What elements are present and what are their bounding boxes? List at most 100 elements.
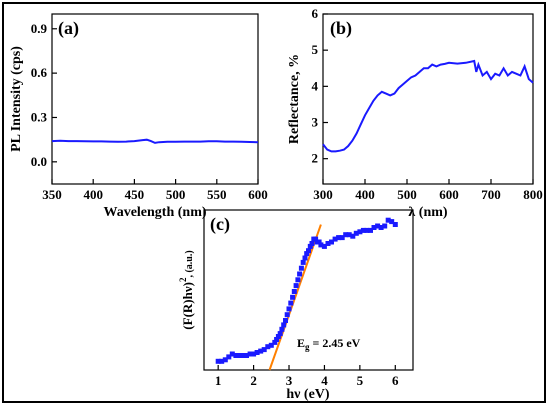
x-tick-label: 350 <box>42 187 62 202</box>
plot-area-b <box>322 13 534 185</box>
data-point <box>277 331 283 337</box>
data-point <box>222 357 228 363</box>
x-tick-label: 5 <box>357 373 364 388</box>
data-point <box>286 306 292 312</box>
data-point <box>385 217 391 223</box>
data-point <box>357 229 363 235</box>
data-point <box>261 347 267 353</box>
data-point <box>291 289 297 294</box>
x-axis-label-b: λ (nm) <box>408 205 447 220</box>
data-point <box>378 225 384 230</box>
data-point <box>275 334 281 339</box>
y-tick-label: 0.3 <box>31 109 48 124</box>
data-point <box>244 353 249 358</box>
x-tick-label: 700 <box>481 187 501 202</box>
data-point <box>226 354 232 360</box>
data-point <box>321 243 327 249</box>
data-point <box>304 251 310 257</box>
data-point <box>251 351 257 357</box>
data-point <box>313 236 319 242</box>
y-tick-label: 0.9 <box>31 21 48 36</box>
data-point <box>375 223 381 229</box>
x-tick-label: 550 <box>207 187 227 202</box>
data-point <box>240 353 246 358</box>
data-point <box>233 353 239 358</box>
data-point <box>288 300 294 306</box>
panel-label-c: (c) <box>210 214 230 235</box>
data-point <box>279 326 285 332</box>
data-point <box>281 322 287 328</box>
data-point <box>368 227 373 233</box>
data-point <box>336 235 342 241</box>
data-point <box>297 271 303 277</box>
data-point <box>353 230 359 236</box>
data-point <box>293 283 299 289</box>
data-point <box>371 225 377 230</box>
data-point <box>258 348 264 354</box>
data-point <box>389 219 395 225</box>
plot-area-a <box>51 13 259 185</box>
x-tick-label: 800 <box>523 187 543 202</box>
data-point <box>332 236 338 242</box>
x-tick-label: 4 <box>321 373 328 388</box>
y-tick-label: 0.6 <box>31 65 48 80</box>
x-tick-label: 1 <box>215 373 222 388</box>
data-point <box>350 233 356 239</box>
x-tick-label: 6 <box>392 373 399 388</box>
panel-a: (a) 350 400 450 500 550 600 0.0 0.3 0.6 0.9 Wavel… <box>9 13 268 220</box>
data-point <box>360 227 366 233</box>
data-point <box>364 227 370 233</box>
x-tick-label: 400 <box>355 187 375 202</box>
x-axis-label-a: Wavelength (nm) <box>103 205 206 220</box>
data-point <box>272 339 278 345</box>
data-point <box>247 351 253 357</box>
panel-c: (c) 1 2 3 4 5 6 Eg = 2.45 eV hν (eV) (F(R)hν)… <box>178 209 414 402</box>
data-point <box>290 294 296 300</box>
ticks-c: 1 2 3 4 5 6 <box>215 365 399 388</box>
data-point <box>302 255 308 261</box>
x-tick-label: 2 <box>250 373 257 388</box>
data-point <box>382 223 388 229</box>
y-axis-label-b: Reflectance, % <box>287 54 302 144</box>
plot-area-c <box>203 209 414 371</box>
data-point <box>316 239 322 245</box>
data-point <box>254 350 260 355</box>
ticks-a: 350 400 450 500 550 600 0.0 0.3 0.6 0.9 <box>31 21 268 202</box>
x-tick-label: 300 <box>313 187 333 202</box>
figure-frame <box>2 2 546 403</box>
x-tick-label: 600 <box>439 187 459 202</box>
data-point <box>284 312 290 318</box>
data-point <box>343 232 349 238</box>
data-point <box>298 265 304 271</box>
data-point <box>346 232 352 238</box>
data-point <box>325 241 331 246</box>
y-tick-label: 6 <box>312 6 319 21</box>
data-point <box>295 277 301 283</box>
data-point <box>318 242 324 248</box>
y-axis-label-c: (F(R)hν)2, (a.u.) <box>178 250 195 329</box>
data-point <box>300 259 306 265</box>
panel-b: (b) 300 400 500 600 700 800 2 3 4 5 6 λ (nm) Refle… <box>287 6 543 220</box>
data-point <box>229 351 235 357</box>
series-line-b <box>322 59 534 153</box>
data-point <box>236 353 242 358</box>
data-point <box>307 243 313 249</box>
data-point <box>265 344 271 350</box>
y-tick-label: 5 <box>312 42 319 57</box>
data-point <box>306 248 311 254</box>
panel-label-b: (b) <box>330 18 352 39</box>
series-points-c <box>215 217 398 364</box>
x-tick-label: 600 <box>248 187 268 202</box>
y-tick-label: 4 <box>312 78 319 93</box>
y-tick-label: 3 <box>312 115 319 130</box>
x-tick-label: 3 <box>286 373 293 388</box>
x-tick-label: 450 <box>125 187 145 202</box>
y-tick-label: 0.0 <box>31 154 47 169</box>
x-axis-label-c: hν (eV) <box>286 387 330 402</box>
data-point <box>329 239 334 245</box>
data-point <box>219 358 225 364</box>
data-point <box>283 318 288 323</box>
data-point <box>274 337 280 342</box>
panel-label-a: (a) <box>58 18 79 39</box>
